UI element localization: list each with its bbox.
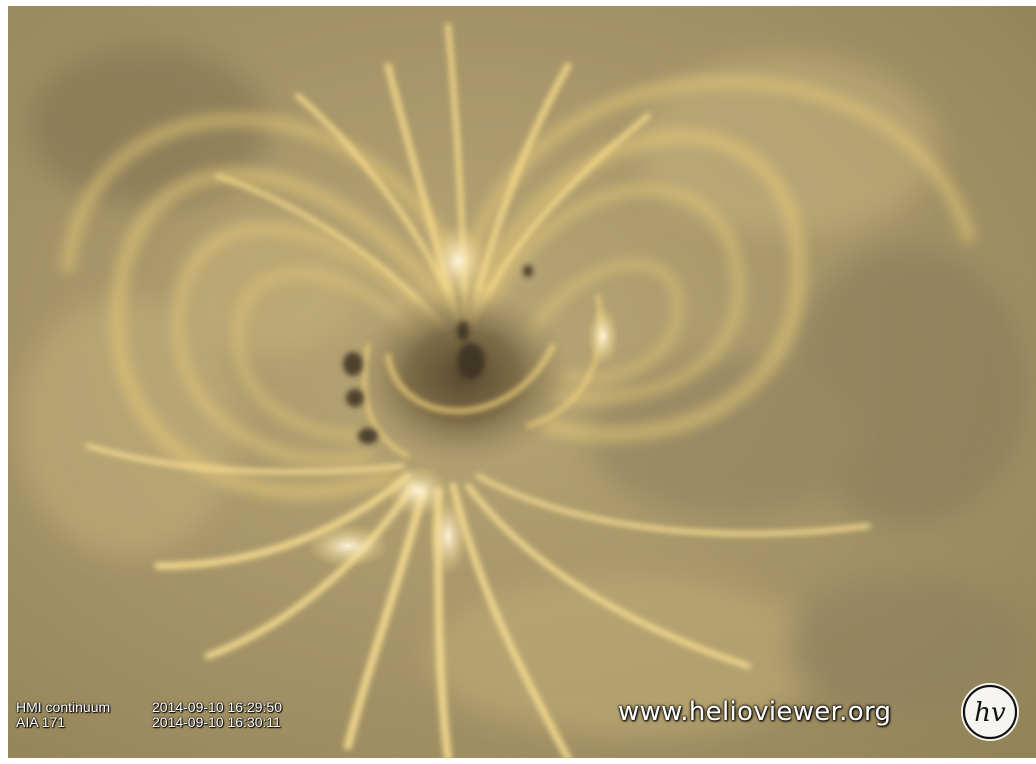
- timestamp-2: 2014-09-10 16:30:11: [152, 714, 281, 730]
- solar-corona-render: [8, 6, 1036, 758]
- helioviewer-logo-icon: hv: [961, 683, 1019, 741]
- timestamp-1: 2014-09-10 16:29:50: [152, 699, 282, 715]
- watermark-url: www.helioviewer.org: [618, 697, 892, 727]
- layer-timestamps: 2014-09-10 16:29:50 2014-09-10 16:30:11: [152, 700, 282, 730]
- layer-name-1: HMI continuum: [16, 699, 111, 715]
- layer-name-2: AIA 171: [16, 714, 66, 730]
- logo-text: hv: [974, 698, 1006, 728]
- layer-names: HMI continuum AIA 171: [16, 700, 110, 730]
- solar-image: [8, 6, 1036, 758]
